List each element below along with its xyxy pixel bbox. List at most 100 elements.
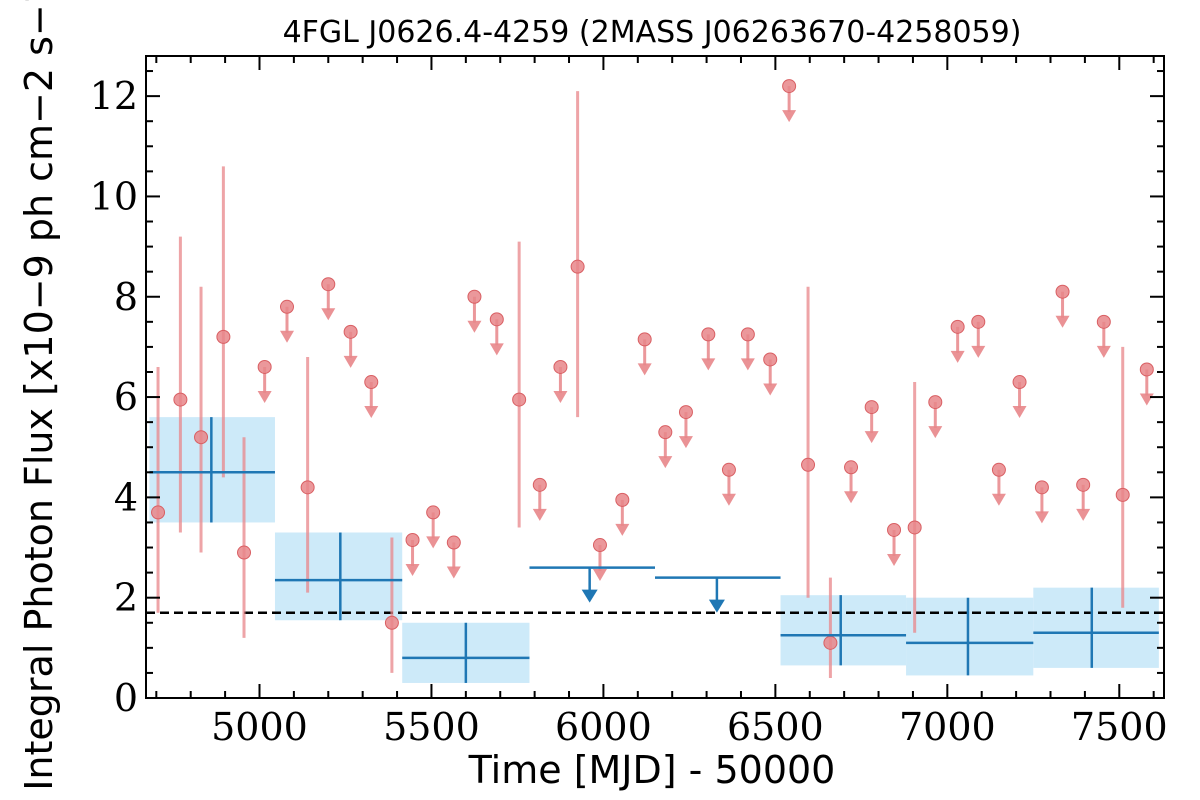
x-tick-label: 6000 <box>555 705 652 749</box>
short-bin-upper-limit-arrow <box>740 358 755 371</box>
short-bin-upper-limit-arrow <box>782 110 797 123</box>
y-tick-label: 8 <box>114 275 138 319</box>
short-bin-upper-limit-point <box>426 505 441 520</box>
short-bin-upper-limit-point <box>782 79 797 94</box>
short-bin-point <box>173 392 188 407</box>
short-bin-upper-limit-arrow <box>887 553 902 566</box>
short-bin-upper-limit-arrow <box>950 350 965 363</box>
short-bin-upper-limit-arrow <box>592 569 607 582</box>
short-bin-upper-limit-point <box>467 289 482 304</box>
short-bin-point <box>300 480 315 495</box>
short-bin-upper-limit-point <box>678 405 693 420</box>
short-bin-upper-limit-point <box>280 299 295 314</box>
short-bin-upper-limit-arrow <box>343 355 358 368</box>
short-bin-upper-limit-arrow <box>928 426 943 439</box>
chart-title: 4FGL J0626.4-4259 (2MASS J06263670-42580… <box>283 15 1022 50</box>
short-bin-upper-limit-point <box>1139 362 1154 377</box>
short-bin-upper-limit-point <box>1012 375 1027 390</box>
x-tick-label: 6500 <box>727 705 824 749</box>
short-bin-upper-limit-point <box>971 314 986 329</box>
short-bin-upper-limit-point <box>950 319 965 334</box>
short-bin-point <box>907 520 922 535</box>
short-bin-upper-limit-arrow <box>532 508 547 521</box>
long-bin-band <box>780 595 907 666</box>
short-bin-upper-limit-arrow <box>553 390 568 403</box>
short-bin-point <box>384 615 399 630</box>
short-bin-upper-limit-point <box>405 533 420 548</box>
short-bin-upper-limit-point <box>701 327 716 342</box>
short-bin-upper-limit-arrow <box>1012 406 1027 419</box>
short-bin-upper-limit-point <box>343 324 358 339</box>
short-bin-upper-limit-point <box>553 359 568 374</box>
short-bin-upper-limit-arrow <box>321 308 336 321</box>
short-bin-upper-limit-point <box>887 522 902 537</box>
short-bin-upper-limit-arrow <box>678 436 693 449</box>
y-tick-label: 2 <box>114 576 138 620</box>
short-bin-upper-limit-arrow <box>864 431 879 444</box>
short-bin-upper-limit-point <box>658 425 673 440</box>
short-bin-upper-limit-point <box>1055 284 1070 299</box>
long-bin-band <box>274 532 403 621</box>
x-tick-label: 5000 <box>211 705 308 749</box>
long-bin-bands-layer <box>149 417 1159 683</box>
short-bin-point <box>801 457 816 472</box>
short-bin-point <box>237 545 252 560</box>
long-bin-upper-limit-arrow <box>581 589 598 603</box>
short-bin-upper-limit-point <box>1034 480 1049 495</box>
y-axis-label: Integral Photon Flux [x10−9 ph cm−2 s−1] <box>17 0 61 791</box>
axes-layer: 5000 5500 6000 6500 7000 7500 0 2 4 6 8 10 12 <box>90 55 1168 749</box>
short-bin-upper-limit-arrow <box>721 493 736 506</box>
short-bin-upper-limit-point <box>615 492 630 507</box>
short-bin-upper-limit-point <box>446 535 461 550</box>
short-bin-upper-limit-arrow <box>489 343 504 356</box>
short-bin-layer <box>151 79 1154 678</box>
short-bin-upper-limit-arrow <box>405 564 420 577</box>
short-bin-upper-limit-point <box>864 400 879 415</box>
short-bin-upper-limit-arrow <box>257 390 272 403</box>
short-bin-point <box>216 329 231 344</box>
long-bin-band <box>906 597 1034 676</box>
short-bin-upper-limit-arrow <box>763 383 778 396</box>
short-bin-upper-limit-arrow <box>615 523 630 536</box>
short-bin-upper-limit-arrow <box>1076 508 1091 521</box>
short-bin-upper-limit-point <box>637 332 652 347</box>
short-bin-point <box>151 505 166 520</box>
short-bin-upper-limit-arrow <box>1096 345 1111 358</box>
y-tick-label: 6 <box>114 375 138 419</box>
short-bin-upper-limit-arrow <box>637 363 652 376</box>
short-bin-upper-limit-point <box>928 395 943 410</box>
short-bin-upper-limit-point <box>1096 314 1111 329</box>
short-bin-upper-limit-arrow <box>364 406 379 419</box>
short-bin-upper-limit-point <box>489 312 504 327</box>
long-bin-layer <box>149 417 1159 683</box>
short-bin-upper-limit-arrow <box>446 566 461 579</box>
short-bin-point <box>570 259 585 274</box>
long-bin-upper-limit-arrow <box>708 599 725 613</box>
short-bin-upper-limit-arrow <box>701 358 716 371</box>
short-bin-point <box>194 430 209 445</box>
y-tick-label: 10 <box>90 174 138 218</box>
short-bin-upper-limit-point <box>763 352 778 367</box>
short-bin-upper-limit-point <box>991 462 1006 477</box>
short-bin-upper-limit-point <box>364 375 379 390</box>
short-bin-upper-limit-point <box>1076 477 1091 492</box>
short-bin-upper-limit-point <box>740 327 755 342</box>
short-bin-upper-limit-arrow <box>844 491 859 504</box>
y-tick-label: 12 <box>90 74 138 118</box>
short-bin-upper-limit-point <box>532 477 547 492</box>
short-bin-upper-limit-point <box>321 277 336 292</box>
short-bin-upper-limit-arrow <box>1034 511 1049 524</box>
x-tick-label: 5500 <box>383 705 480 749</box>
short-bin-upper-limit-point <box>257 359 272 374</box>
y-tick-label: 4 <box>114 475 138 519</box>
short-bin-upper-limit-arrow <box>1055 315 1070 328</box>
short-bin-upper-limit-arrow <box>467 320 482 333</box>
long-bin-band <box>1033 587 1159 668</box>
short-bin-upper-limit-arrow <box>971 345 986 358</box>
short-bin-upper-limit-arrow <box>1139 393 1154 406</box>
short-bin-upper-limit-arrow <box>280 330 295 343</box>
plot-frame <box>145 55 1165 699</box>
x-tick-label: 7000 <box>899 705 996 749</box>
